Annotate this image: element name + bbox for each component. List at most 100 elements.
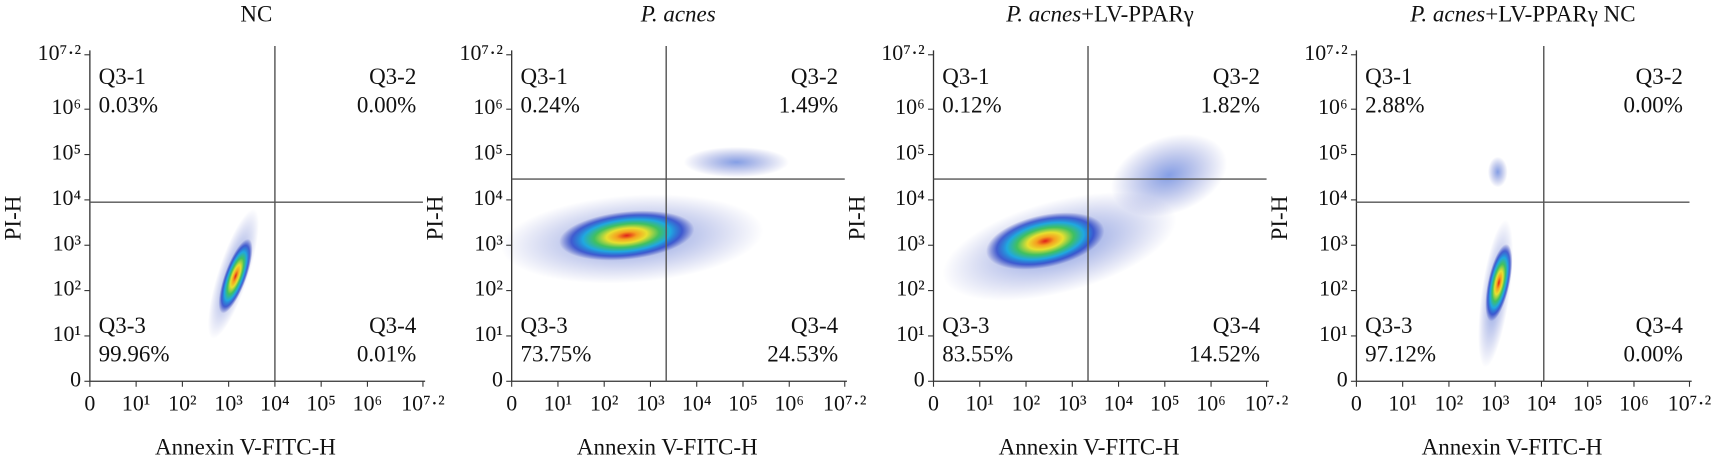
x-axis-label: Annexin V-FITC-H bbox=[1422, 434, 1603, 459]
x-tick-label: 0 bbox=[928, 390, 939, 415]
x-tick-label: 10⁵ bbox=[1150, 390, 1180, 415]
x-tick-label: 10³ bbox=[1481, 390, 1510, 415]
y-tick-label: 10² bbox=[53, 276, 82, 301]
y-tick-label: 10¹ bbox=[53, 321, 81, 346]
x-tick-label: 10³ bbox=[636, 390, 665, 415]
quadrant-percent: 1.49% bbox=[779, 93, 838, 118]
quadrant-percent: 83.55% bbox=[942, 341, 1013, 366]
quadrant-percent: 0.12% bbox=[942, 93, 1001, 118]
event-density bbox=[1110, 133, 1228, 217]
quadrant-percent: 0.03% bbox=[99, 93, 158, 118]
y-tick-label: 10² bbox=[474, 276, 503, 301]
quadrant-name: Q3-4 bbox=[369, 313, 417, 338]
quadrant-percent: 0.00% bbox=[357, 93, 416, 118]
x-tick-label: 10⁷·² bbox=[823, 390, 867, 415]
x-tick-label: 10⁶ bbox=[1196, 390, 1226, 415]
x-axis-label: Annexin V-FITC-H bbox=[577, 434, 758, 459]
title-italic: P. acnes bbox=[1409, 2, 1485, 27]
x-tick-label: 10¹ bbox=[966, 390, 994, 415]
quadrant-name: Q3-3 bbox=[1365, 313, 1412, 338]
x-tick-label: 10⁴ bbox=[1527, 390, 1557, 415]
quadrant-percent: 99.96% bbox=[99, 341, 170, 366]
x-tick-label: 10³ bbox=[1058, 390, 1087, 415]
x-tick-label: 0 bbox=[84, 390, 95, 415]
quadrant-name: Q3-4 bbox=[1213, 313, 1261, 338]
y-tick-label: 10⁶ bbox=[1318, 94, 1348, 119]
y-tick-label: 10¹ bbox=[896, 321, 924, 346]
quadrant-name: Q3-3 bbox=[99, 313, 146, 338]
y-tick-label: 10⁴ bbox=[52, 185, 82, 210]
quadrant-percent: 1.82% bbox=[1201, 93, 1260, 118]
quadrant-percent: 0.01% bbox=[357, 341, 416, 366]
x-tick-label: 10⁴ bbox=[1104, 390, 1134, 415]
quadrant-name: Q3-1 bbox=[942, 64, 989, 89]
quadrant-name: Q3-2 bbox=[369, 64, 416, 89]
x-tick-label: 0 bbox=[1351, 390, 1362, 415]
y-axis-label: PI-H bbox=[422, 196, 447, 241]
y-tick-label: 10⁴ bbox=[1318, 185, 1348, 210]
quadrant-percent: 0.00% bbox=[1623, 341, 1682, 366]
quadrant-name: Q3-4 bbox=[1636, 313, 1684, 338]
event-density bbox=[683, 146, 789, 178]
y-tick-label: 10⁶ bbox=[895, 94, 925, 119]
y-tick-label: 10⁴ bbox=[895, 185, 925, 210]
y-tick-label: 10² bbox=[1319, 276, 1348, 301]
x-tick-label: 10¹ bbox=[544, 390, 572, 415]
x-tick-label: 10⁷·² bbox=[1668, 390, 1712, 415]
panel-title: NC bbox=[240, 2, 272, 27]
panel: P. acnes 0 10¹ 10² 10³ 10⁴ 10⁵ 10⁶ 10⁷·² 0 10¹ 10² 1… bbox=[422, 2, 866, 460]
x-tick-label: 10⁵ bbox=[728, 390, 758, 415]
event-density bbox=[1487, 156, 1508, 188]
quadrant-name: Q3-1 bbox=[520, 64, 567, 89]
quadrant-percent: 2.88% bbox=[1365, 93, 1424, 118]
y-tick-label: 10¹ bbox=[1319, 321, 1347, 346]
x-tick-label: 10² bbox=[1435, 390, 1464, 415]
y-tick-label: 10⁴ bbox=[473, 185, 503, 210]
y-tick-label: 10³ bbox=[1319, 230, 1348, 255]
quadrant-name: Q3-3 bbox=[942, 313, 989, 338]
y-tick-label: 10³ bbox=[896, 230, 925, 255]
panel: P. acnes+LV-PPARγ 0 10¹ 10² 10³ 10⁴ 10⁵ 10⁶ 10⁷·… bbox=[844, 2, 1288, 460]
quadrant-percent: 97.12% bbox=[1365, 341, 1436, 366]
x-tick-label: 10¹ bbox=[122, 390, 150, 415]
y-tick-label: 0 bbox=[492, 366, 503, 391]
x-tick-label: 10⁷·² bbox=[401, 390, 445, 415]
y-tick-label: 10² bbox=[896, 276, 925, 301]
event-density bbox=[986, 212, 1105, 270]
x-tick-label: 10⁶ bbox=[774, 390, 804, 415]
x-tick-label: 10⁴ bbox=[260, 390, 290, 415]
y-tick-label: 10⁵ bbox=[52, 140, 82, 165]
x-tick-label: 10² bbox=[168, 390, 197, 415]
quadrant-percent: 0.00% bbox=[1623, 93, 1682, 118]
y-tick-label: 10⁷·² bbox=[1304, 40, 1348, 65]
panel-title: P. acnes+LV-PPARγ NC bbox=[1409, 2, 1635, 27]
y-tick-label: 0 bbox=[1337, 366, 1348, 391]
quadrant-name: Q3-2 bbox=[791, 64, 838, 89]
title-italic: P. acnes bbox=[1005, 2, 1081, 27]
quadrant-percent: 73.75% bbox=[520, 341, 591, 366]
y-tick-label: 0 bbox=[914, 366, 925, 391]
y-tick-label: 10³ bbox=[474, 230, 503, 255]
event-density bbox=[1485, 244, 1513, 322]
event-density bbox=[218, 238, 253, 314]
panel: P. acnes+LV-PPARγ NC 0 10¹ 10² 10³ 10⁴ 10⁵ 10⁶ 1… bbox=[1267, 2, 1711, 460]
x-axis-label: Annexin V-FITC-H bbox=[999, 434, 1180, 459]
y-axis-label: PI-H bbox=[844, 196, 869, 241]
x-tick-label: 10⁶ bbox=[1619, 390, 1649, 415]
quadrant-name: Q3-2 bbox=[1213, 64, 1260, 89]
quadrant-percent: 0.24% bbox=[520, 93, 579, 118]
y-tick-label: 0 bbox=[70, 366, 81, 391]
y-tick-label: 10³ bbox=[53, 230, 82, 255]
title-text: +LV-PPARγ bbox=[1081, 2, 1194, 27]
x-tick-label: 10⁵ bbox=[306, 390, 336, 415]
y-tick-label: 10⁶ bbox=[52, 94, 82, 119]
y-tick-label: 10⁵ bbox=[1318, 140, 1348, 165]
title-text: NC bbox=[240, 2, 272, 27]
quadrant-percent: 24.53% bbox=[767, 341, 838, 366]
x-tick-label: 10³ bbox=[214, 390, 243, 415]
y-tick-label: 10¹ bbox=[474, 321, 502, 346]
y-axis-label: PI-H bbox=[1267, 196, 1292, 241]
y-tick-label: 10⁷·² bbox=[881, 40, 925, 65]
x-tick-label: 10² bbox=[590, 390, 619, 415]
